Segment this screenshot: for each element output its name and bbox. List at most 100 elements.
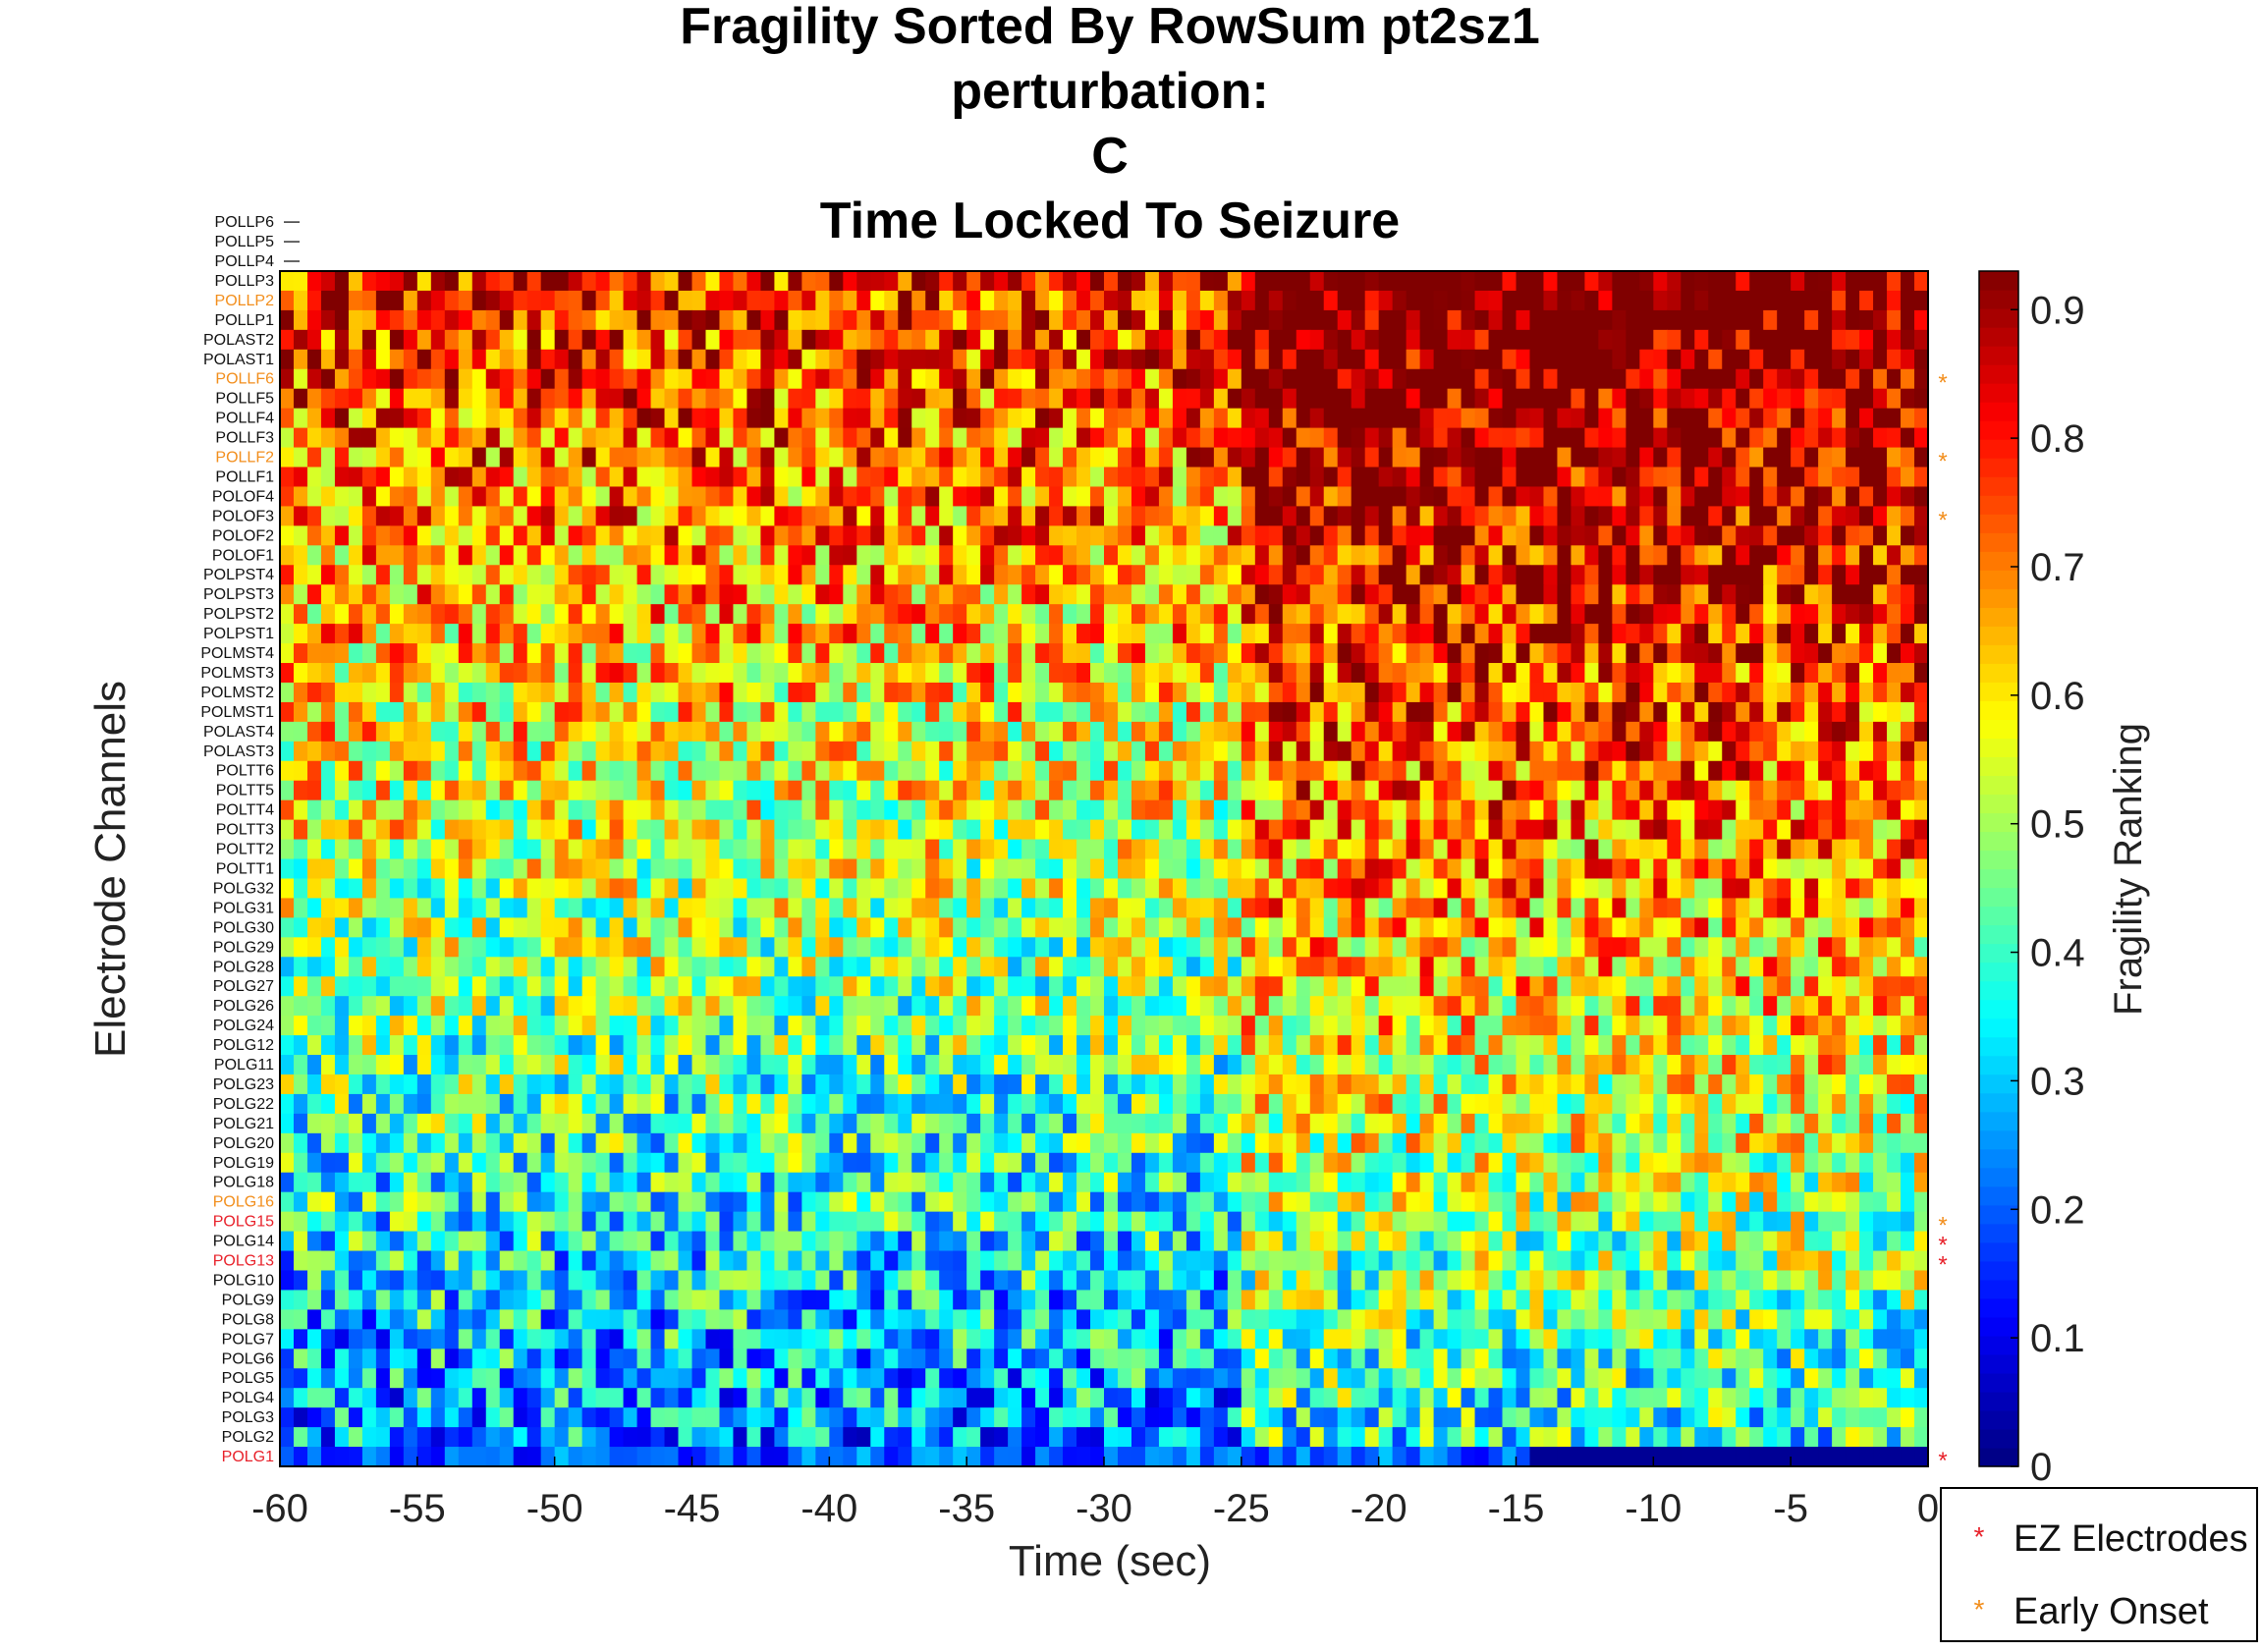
heatmap-cell [1887,624,1902,644]
heatmap-cell [1873,663,1888,684]
heatmap-cell [1791,996,1805,1017]
heatmap-cell [1268,545,1284,566]
heatmap-cell [650,1055,666,1075]
heatmap-cell [911,1035,926,1056]
heatmap-cell [1873,447,1888,468]
heatmap-cell [1736,467,1750,488]
heatmap-cell [1227,858,1242,880]
heatmap-cell [1667,486,1682,508]
heatmap-cell [1131,349,1146,370]
heatmap-cell [1804,1016,1819,1036]
heatmap-cell [280,799,295,821]
heatmap-cell [513,604,528,625]
heatmap-cell [829,1016,844,1036]
heatmap-cell [1213,780,1229,801]
heatmap-cell [1076,721,1091,743]
heatmap-cell [994,506,1009,526]
heatmap-cell [293,309,308,331]
heatmap-cell [1612,898,1627,918]
heatmap-cell [1749,741,1764,762]
heatmap-cell [1626,427,1640,449]
heatmap-cell [1474,309,1490,331]
heatmap-cell [1516,937,1531,958]
heatmap-cell [760,309,775,331]
heatmap-cell [1461,486,1476,508]
heatmap-cell [458,584,473,605]
heatmap-cell [1447,427,1462,449]
heatmap-cell [444,957,460,977]
heatmap-cell [898,819,912,841]
heatmap-cell [1694,545,1709,566]
heatmap-cell [389,858,405,880]
heatmap-cell [719,878,735,900]
heatmap-cell [1571,447,1586,468]
heatmap-cell [1571,545,1586,566]
heatmap-cell [1419,1035,1435,1056]
heatmap-cell [1186,604,1201,625]
heatmap-cell [678,721,693,743]
heatmap-cell [1433,701,1449,723]
heatmap-cell [1364,290,1380,311]
heatmap-cell [843,486,857,508]
heatmap-cell [1241,643,1256,664]
heatmap-cell [609,584,625,605]
heatmap-cell [1681,663,1695,684]
heatmap-cell [471,957,487,977]
heatmap-cell [788,858,802,880]
heatmap-cell [1241,368,1256,390]
heatmap-cell [1516,271,1531,292]
heatmap-cell [499,388,515,410]
heatmap-cell [1694,624,1709,644]
heatmap-cell [1227,643,1242,664]
heatmap-cell [1158,545,1174,566]
heatmap-cell [1213,701,1229,723]
heatmap-cell [1804,917,1819,938]
heatmap-cell [581,271,597,292]
heatmap-cell [348,976,363,997]
heatmap-cell [526,663,542,684]
heatmap-cell [1543,682,1559,703]
heatmap-cell [1392,1035,1407,1056]
heatmap-cell [623,780,638,801]
heatmap-cell [1076,878,1091,900]
heatmap-cell [1406,741,1421,762]
heatmap-cell [1063,1055,1077,1075]
heatmap-cell [1364,467,1380,488]
heatmap-cell [1681,741,1695,762]
heatmap-cell [664,1074,680,1095]
heatmap-cell [1626,584,1640,605]
heatmap-cell [320,271,336,292]
heatmap-cell [636,506,652,526]
heatmap-cell [1901,271,1915,292]
heatmap-cell [843,839,857,860]
heatmap-cell [1144,976,1160,997]
heatmap-cell [1612,741,1627,762]
heatmap-cell [375,1035,391,1056]
heatmap-cell [1131,624,1146,644]
heatmap-cell [1736,486,1750,508]
heatmap-cell [280,663,295,684]
heatmap-cell [361,584,377,605]
heatmap-cell [1873,271,1888,292]
heatmap-cell [554,721,570,743]
heatmap-cell [1117,271,1132,292]
heatmap-cell [1392,408,1407,429]
heatmap-cell [485,604,501,625]
heatmap-cell [1749,643,1764,664]
heatmap-cell [1846,799,1860,821]
heatmap-cell [856,525,871,546]
heatmap-cell [1736,682,1750,703]
heatmap-cell [1241,506,1256,526]
heatmap-cell [430,447,446,468]
heatmap-cell [1571,290,1586,311]
heatmap-cell [1777,1055,1792,1075]
heatmap-cell [1227,349,1242,370]
heatmap-cell [733,427,748,449]
heatmap-cell [1049,799,1064,821]
heatmap-cell [911,447,926,468]
heatmap-cell [1063,1074,1077,1095]
heatmap-cell [1639,427,1654,449]
heatmap-cell [1612,604,1627,625]
heatmap-cell [513,388,528,410]
heatmap-cell [1763,565,1778,585]
